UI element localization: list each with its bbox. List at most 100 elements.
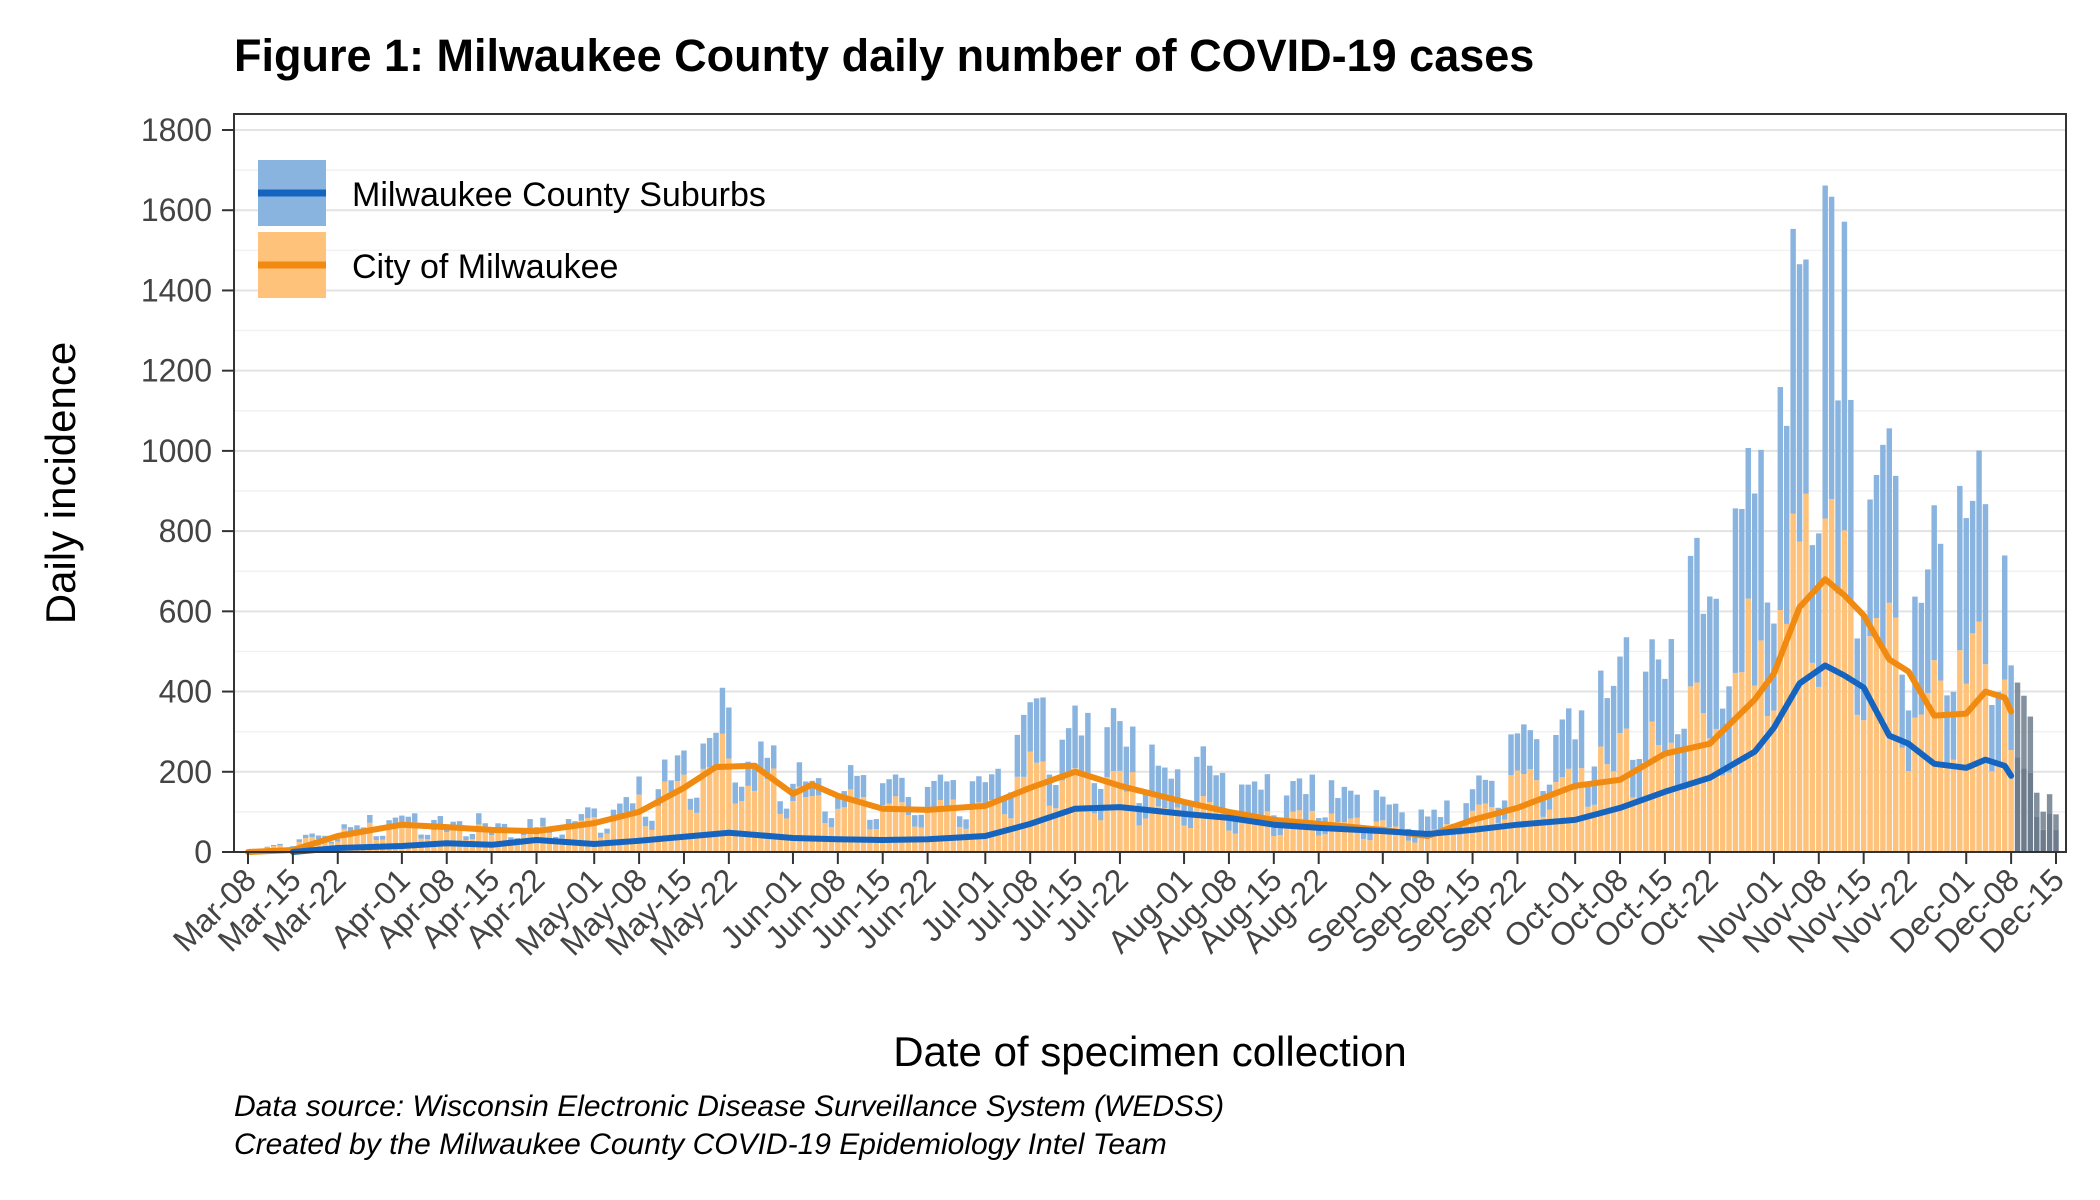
bar-city [1771,710,1777,852]
bar-city [1777,610,1784,852]
bar-city [931,808,937,852]
bar-suburbs [1078,735,1085,775]
bar-suburbs [1431,809,1437,830]
bar-suburbs [1386,804,1392,828]
bar-suburbs [1072,705,1078,769]
bar-suburbs [668,780,674,798]
bar-suburbs [1296,778,1303,811]
bar-city [1764,716,1771,852]
bar-suburbs [1751,493,1758,686]
bar-city [508,840,514,852]
bar-suburbs [1585,783,1591,807]
bar-suburbs [783,808,790,819]
bar-suburbs [681,750,687,775]
bar-city [610,821,617,852]
bar-suburbs [476,813,482,825]
bar-city [1155,806,1162,852]
bar-city [1213,812,1219,852]
y-tick-label: 1600 [141,192,212,228]
bar-city [1232,833,1239,852]
bar-suburbs [655,789,662,806]
bar-city [1719,775,1726,852]
bar-city [1585,806,1591,852]
bar-suburbs [886,779,892,804]
bar-city [1860,720,1867,852]
bar-suburbs [418,834,424,839]
bar-city [847,789,854,852]
bar-city [1745,598,1751,852]
bar-suburbs [264,846,270,848]
bar-suburbs [559,834,565,839]
bar-suburbs [1553,734,1559,783]
bar-suburbs [1726,686,1732,773]
bar-city [1162,807,1168,852]
caption-credit: Created by the Milwaukee County COVID-19… [234,1128,1167,1161]
avg-line-city [245,576,2015,855]
bar-city [1649,721,1655,852]
bar-suburbs [1264,774,1271,812]
bar-suburbs [1989,704,1995,772]
bar-city [1245,815,1251,852]
bar-city [1348,818,1354,852]
bar-suburbs [617,803,623,817]
bar-suburbs [270,844,277,847]
bar-suburbs [636,776,642,795]
bar-suburbs [822,811,828,824]
bar-suburbs [732,782,738,804]
bar-suburbs [578,814,585,821]
bar-suburbs [1598,670,1604,747]
bar-suburbs [912,815,918,827]
bar-city [1886,602,1893,852]
bar-suburbs [1335,798,1341,823]
bar-city [1816,686,1822,852]
bar-city [1322,834,1328,852]
bar-suburbs [1649,639,1655,722]
bar-city [1021,776,1027,852]
bar-city [694,812,700,852]
bar-city [1450,834,1457,852]
bar-suburbs [302,834,309,839]
bar-city [1803,493,1809,852]
bar-city [1136,825,1142,852]
bar-city [591,817,597,852]
bar-city [803,797,809,852]
bar-city [1405,840,1412,852]
bar-suburbs [1899,674,1905,748]
chart-title: Figure 1: Milwaukee County daily number … [234,30,1535,81]
bar-city [976,802,982,852]
bar-city [1117,770,1123,852]
bar-suburbs [1136,803,1142,826]
bar-city [944,806,950,852]
bar-suburbs [854,775,860,799]
bar-city [476,824,482,852]
bar-city [879,805,886,852]
bar-suburbs [1860,614,1867,721]
bar-suburbs [1123,746,1130,792]
bar-suburbs [694,797,700,813]
bar-city [2027,772,2034,852]
bar-suburbs [1085,712,1091,776]
bar-city [1174,807,1181,852]
caption-data-source: Data source: Wisconsin Electronic Diseas… [234,1090,1225,1123]
bar-suburbs [2046,794,2053,814]
bar-city [1566,768,1572,852]
bar-city [771,768,777,852]
bar-suburbs [700,743,706,769]
bar-city [1995,765,2002,852]
bar-city [1726,772,1732,852]
bar-city [2040,829,2046,852]
bar-suburbs [1348,790,1354,819]
bar-suburbs [1373,790,1380,822]
bar-suburbs [713,732,719,768]
bar-city [886,803,892,852]
bar-city [764,779,771,852]
bar-suburbs [296,839,303,842]
bar-city [514,842,521,852]
bar-suburbs [1783,425,1790,624]
bar-suburbs [1476,775,1482,805]
bar-city [1540,816,1546,852]
bar-city [1444,824,1450,852]
bar-suburbs [341,824,347,829]
bar-suburbs [1995,691,2002,766]
bar-city [1085,775,1091,852]
